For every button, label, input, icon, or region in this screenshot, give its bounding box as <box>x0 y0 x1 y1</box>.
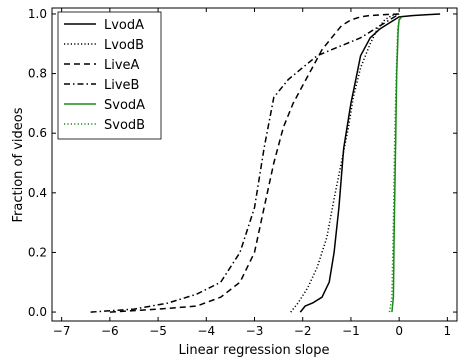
x-tick-label: −6 <box>101 324 119 338</box>
y-tick-label: 0.6 <box>28 126 47 140</box>
x-tick-label: −4 <box>197 324 215 338</box>
x-tick-label: −1 <box>342 324 360 338</box>
axis-tick-labels: −7 −6 −5 −4 −3 −2 −1 0 1 0.0 0.2 0.4 0.6 0.8 1.0 <box>28 7 451 338</box>
series-line-lvoda <box>299 13 441 313</box>
series-lines <box>90 13 441 313</box>
x-tick-label: 1 <box>444 324 452 338</box>
series-line-svoda <box>391 16 403 313</box>
legend-label-livea: LiveA <box>104 58 140 73</box>
y-tick-label: 1.0 <box>28 7 47 21</box>
y-tick-label: 0.2 <box>28 245 47 259</box>
legend-entries: LvodA LvodB LiveA LiveB SvodA SvodB <box>64 18 145 133</box>
legend-box <box>57 11 162 140</box>
y-axis-label: Fraction of videos <box>11 107 26 222</box>
axis-ticks <box>52 8 457 321</box>
x-tick-label: −7 <box>53 324 71 338</box>
series-line-livea <box>109 13 400 313</box>
legend-label-svoda: SvodA <box>104 98 145 113</box>
x-tick-label: −5 <box>149 324 167 338</box>
legend-label-lvodb: LvodB <box>104 38 144 53</box>
series-line-svodb <box>388 16 403 313</box>
x-axis-label: Linear regression slope <box>179 343 330 358</box>
y-tick-label: 0.0 <box>28 305 47 319</box>
x-tick-label: −3 <box>246 324 264 338</box>
legend-label-svodb: SvodB <box>104 118 145 133</box>
legend-label-liveb: LiveB <box>104 78 139 93</box>
legend-label-lvoda: LvodA <box>104 18 144 33</box>
series-line-liveb <box>90 13 400 313</box>
series-line-lvodb <box>290 13 400 313</box>
y-tick-label: 0.8 <box>28 67 47 81</box>
x-tick-label: 0 <box>395 324 403 338</box>
legend: LvodA LvodB LiveA LiveB SvodA SvodB <box>57 11 162 140</box>
y-tick-label: 0.4 <box>28 186 47 200</box>
x-tick-label: −2 <box>294 324 312 338</box>
